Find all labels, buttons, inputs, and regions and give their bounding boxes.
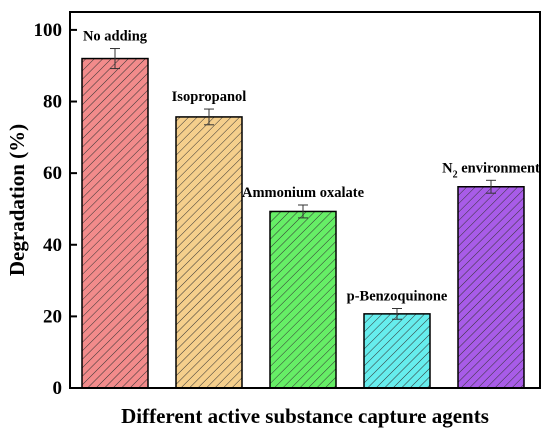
bar-category-label: p-Benzoquinone [347,289,448,305]
error-bar [392,308,402,320]
error-bar [486,179,496,194]
bar-category-label: N2 environment [442,160,540,180]
y-tick-label: 0 [53,378,63,399]
bar-category-label: Ammonium oxalate [242,185,365,201]
bar-category-label: Isopropanol [172,89,247,105]
bars: No adding Isopropanol Ammonium oxalate p-Be… [81,29,540,389]
x-axis-title: Different active substance capture agent… [121,404,489,428]
error-bar [110,48,120,70]
y-axis-ticks: 0 20 40 60 80 100 [34,20,77,399]
bar-category-label: No adding [83,29,148,45]
bar [363,313,431,389]
y-tick-label: 20 [43,306,62,327]
bar [457,186,525,389]
y-tick-label: 80 [43,92,62,113]
bar [175,116,243,389]
y-tick-label: 100 [34,20,63,41]
error-bar [298,204,308,219]
error-bar [204,108,214,126]
y-axis-title: Degradation (%) [5,124,29,276]
plot-frame [69,11,541,389]
bar [269,210,337,389]
y-tick-label: 60 [43,163,62,184]
y-tick-label: 40 [43,235,62,256]
bar [81,57,149,389]
